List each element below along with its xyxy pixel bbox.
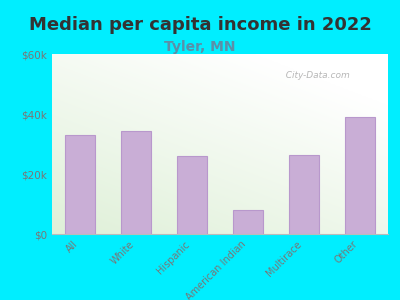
Text: Median per capita income in 2022: Median per capita income in 2022 <box>28 16 372 34</box>
Text: Tyler, MN: Tyler, MN <box>164 40 236 55</box>
Bar <box>289 154 320 234</box>
Bar <box>121 130 151 234</box>
Text: City-Data.com: City-Data.com <box>280 71 350 80</box>
Bar <box>344 117 375 234</box>
Bar <box>64 135 96 234</box>
Bar <box>233 210 264 234</box>
Bar <box>177 156 208 234</box>
